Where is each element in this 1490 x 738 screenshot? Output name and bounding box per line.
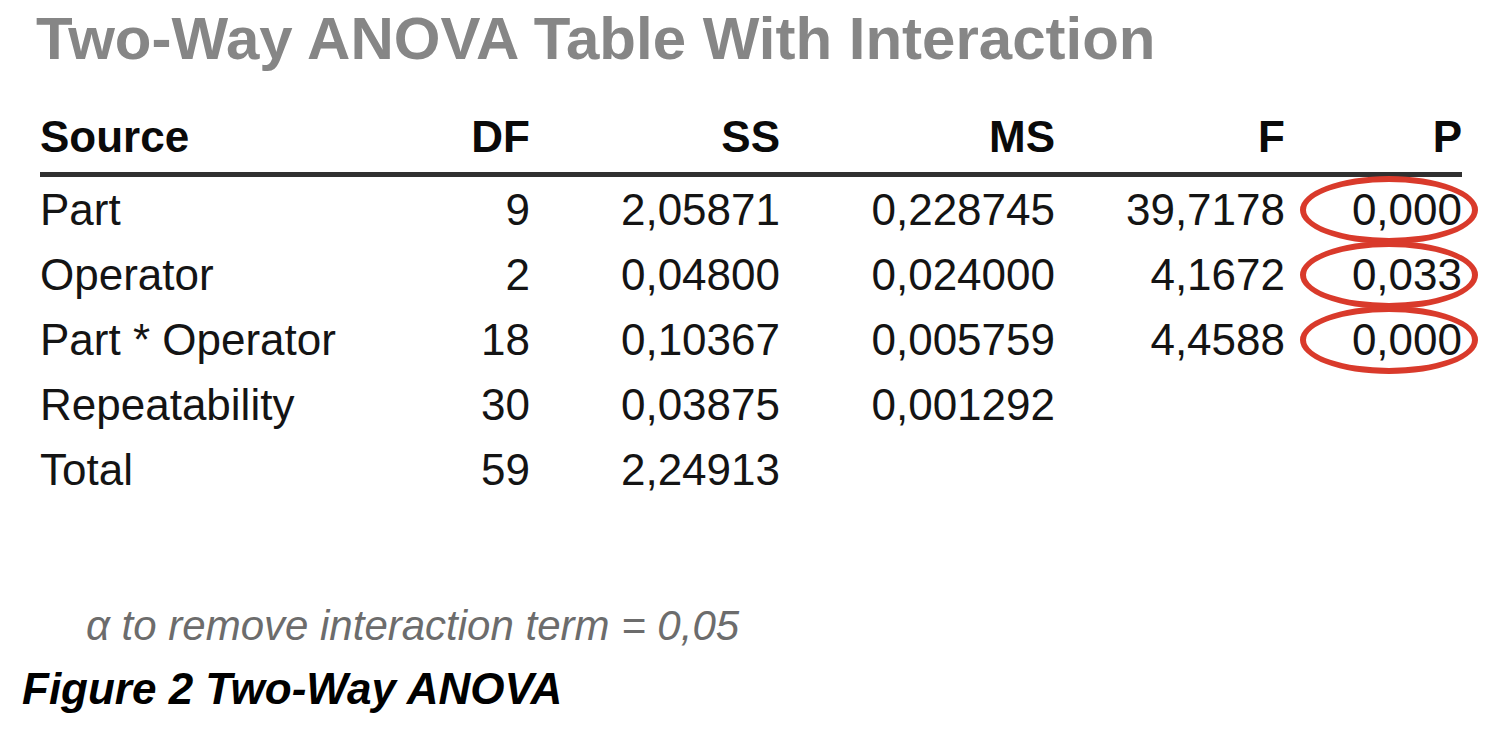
header-p: P — [1285, 112, 1462, 162]
figure-caption: Figure 2 Two-Way ANOVA — [22, 664, 562, 714]
cell-ss: 0,04800 — [530, 250, 780, 300]
cell-source: Operator — [40, 250, 460, 300]
cell-ss: 0,03875 — [530, 380, 780, 430]
cell-ss: 2,24913 — [530, 445, 780, 495]
cell-f: 39,7178 — [1055, 185, 1285, 235]
cell-ss: 2,05871 — [530, 185, 780, 235]
cell-f: 4,1672 — [1055, 250, 1285, 300]
cell-ms: 0,024000 — [780, 250, 1055, 300]
cell-p: 0,000 — [1285, 315, 1462, 365]
alpha-note: α to remove interaction term = 0,05 — [86, 602, 739, 650]
table-row-part-operator: Part * Operator 18 0,10367 0,005759 4,45… — [40, 307, 1462, 372]
cell-df: 30 — [460, 380, 530, 430]
header-ms: MS — [780, 112, 1055, 162]
cell-p: 0,000 — [1285, 185, 1462, 235]
table-row-repeatability: Repeatability 30 0,03875 0,001292 — [40, 372, 1462, 437]
cell-ms: 0,228745 — [780, 185, 1055, 235]
table-row-part: Part 9 2,05871 0,228745 39,7178 0,000 — [40, 177, 1462, 242]
table-row-total: Total 59 2,24913 — [40, 437, 1462, 502]
cell-ms: 0,001292 — [780, 380, 1055, 430]
header-source: Source — [40, 112, 460, 162]
table-row-operator: Operator 2 0,04800 0,024000 4,1672 0,033 — [40, 242, 1462, 307]
anova-table: Source DF SS MS F P Part 9 2,05871 0,228… — [40, 112, 1462, 502]
cell-p: 0,033 — [1285, 250, 1462, 300]
table-header-row: Source DF SS MS F P — [40, 112, 1462, 177]
cell-df: 59 — [460, 445, 530, 495]
cell-df: 2 — [460, 250, 530, 300]
header-df: DF — [460, 112, 530, 162]
cell-source: Repeatability — [40, 380, 460, 430]
header-f: F — [1055, 112, 1285, 162]
p-value: 0,000 — [1352, 185, 1462, 234]
cell-f: 4,4588 — [1055, 315, 1285, 365]
cell-ms: 0,005759 — [780, 315, 1055, 365]
cell-source: Total — [40, 445, 460, 495]
p-value: 0,033 — [1352, 250, 1462, 299]
cell-df: 18 — [460, 315, 530, 365]
cell-ss: 0,10367 — [530, 315, 780, 365]
cell-source: Part — [40, 185, 460, 235]
table-title: Two-Way ANOVA Table With Interaction — [36, 4, 1155, 73]
p-value: 0,000 — [1352, 315, 1462, 364]
cell-source: Part * Operator — [40, 315, 460, 365]
header-ss: SS — [530, 112, 780, 162]
cell-df: 9 — [460, 185, 530, 235]
